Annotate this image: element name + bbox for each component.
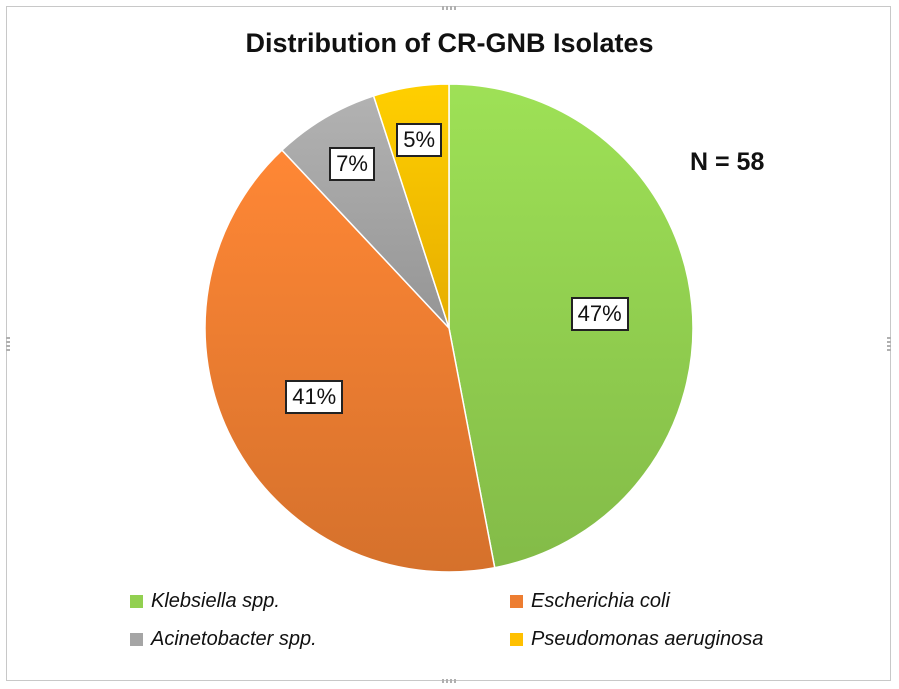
- legend-label-escherichia: Escherichia coli: [531, 590, 670, 612]
- data-label-acinetobacter: 7%: [329, 147, 375, 182]
- legend-label-acinetobacter: Acinetobacter spp.: [151, 628, 317, 650]
- legend-swatch-pseudomonas: [510, 633, 523, 646]
- legend-swatch-escherichia: [510, 595, 523, 608]
- resize-handle-left[interactable]: [6, 337, 10, 351]
- legend-label-pseudomonas: Pseudomonas aeruginosa: [531, 628, 764, 650]
- legend-item-pseudomonas: Pseudomonas aeruginosa: [510, 628, 763, 651]
- data-label-pseudomonas: 5%: [396, 123, 443, 158]
- resize-handle-bottom[interactable]: [442, 679, 456, 683]
- resize-handle-top[interactable]: [442, 6, 456, 10]
- legend-item-escherichia: Escherichia coli: [510, 590, 670, 613]
- legend-item-klebsiella: Klebsiella spp.: [130, 590, 280, 613]
- legend-swatch-acinetobacter: [130, 633, 143, 646]
- data-label-escherichia: 41%: [285, 379, 344, 414]
- legend-item-acinetobacter: Acinetobacter spp.: [130, 628, 317, 651]
- legend-swatch-klebsiella: [130, 595, 143, 608]
- resize-handle-right[interactable]: [887, 337, 891, 351]
- sample-size-annotation: N = 58: [690, 148, 765, 176]
- pie-slice-acinetobacter[interactable]: [280, 94, 450, 329]
- legend-label-klebsiella: Klebsiella spp.: [151, 590, 280, 612]
- pie-slice-escherichia[interactable]: [204, 149, 496, 573]
- data-label-klebsiella: 47%: [570, 296, 629, 331]
- chart-title: Distribution of CR-GNB Isolates: [245, 28, 654, 58]
